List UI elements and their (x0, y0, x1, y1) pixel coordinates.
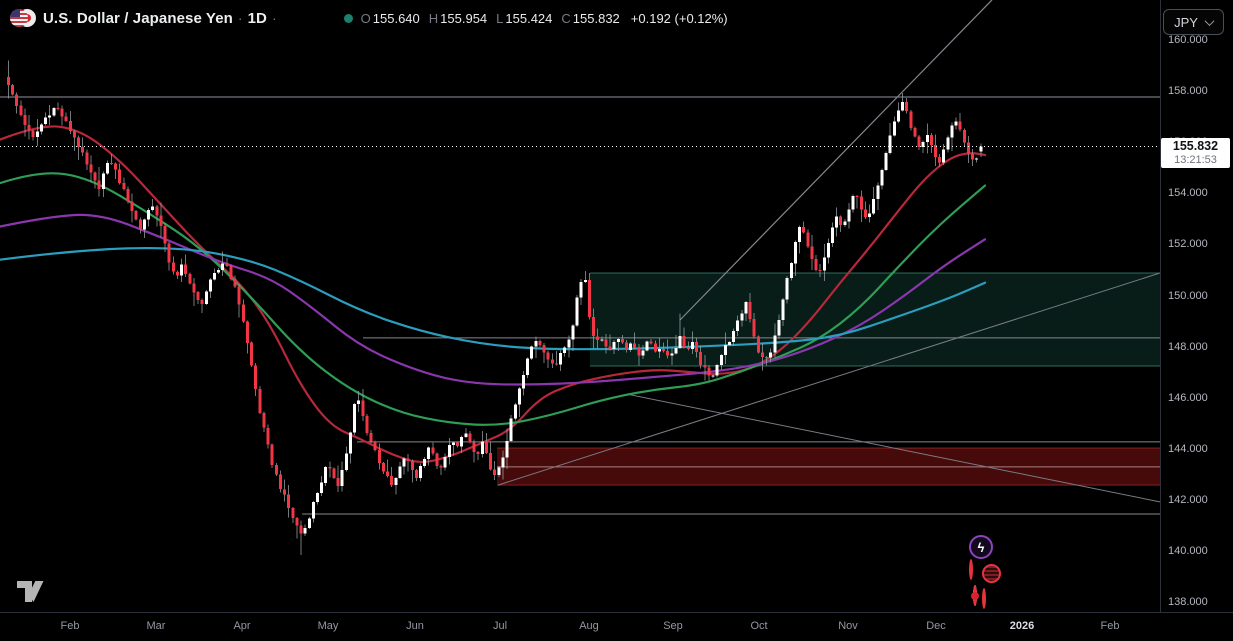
time-tick-label: 2026 (1009, 620, 1035, 632)
open-label: O (360, 10, 371, 26)
time-tick-label: Jul (492, 620, 508, 632)
supply-zone-teal (590, 273, 1160, 366)
market-status-dot[interactable] (343, 13, 353, 23)
current-price-value: 155.832 (1172, 139, 1219, 153)
open-value: 155.640 (372, 10, 420, 26)
time-tick-label: Mar (146, 620, 166, 632)
back-flag-icon (982, 564, 1001, 583)
time-tick-label: May (317, 620, 339, 632)
price-tick-label: 140.000 (1168, 545, 1208, 557)
price-axis[interactable]: 160.000158.000156.000154.000152.000150.0… (1160, 0, 1233, 612)
separator-dot: · (271, 10, 277, 26)
close-label: C (561, 10, 571, 26)
time-tick-label: Oct (750, 620, 768, 632)
candles-layer (7, 60, 983, 555)
low-label: L (496, 10, 504, 26)
time-tick-label: Feb (60, 620, 80, 632)
trend-lines-layer[interactable] (497, 0, 1160, 503)
tradingview-logo[interactable] (17, 581, 47, 602)
us-flag-marker-icon[interactable] (969, 559, 973, 580)
price-tick-label: 148.000 (1168, 341, 1208, 353)
lightning-glyph: ϟ (977, 539, 985, 555)
price-tick-label: 146.000 (1168, 392, 1208, 404)
time-axis[interactable]: Feb Mar Apr May Jun Jul Aug Sep Oct Nov Dec 2026 Feb (0, 612, 1233, 641)
symbol-header: U.S. Dollar / Japanese Yen · 1D · O 155.6… (10, 7, 728, 29)
time-tick-label: Feb (1100, 620, 1120, 632)
time-tick-label: Apr (233, 620, 251, 632)
ma-slowest-cyan (0, 246, 987, 351)
price-change: +0.192 (+0.12%) (630, 10, 728, 26)
price-chart-pane[interactable] (0, 0, 1160, 612)
usdjpy-pair-flags-icon[interactable] (10, 9, 36, 27)
price-tick-label: 152.000 (1168, 238, 1208, 250)
current-price-label[interactable]: 155.832 13:21:53 (1161, 138, 1230, 168)
bar-countdown: 13:21:53 (1174, 154, 1217, 166)
time-tick-label: Nov (838, 620, 858, 632)
time-tick-label: Jun (406, 620, 424, 632)
high-label: H (428, 10, 439, 26)
price-tick-label: 150.000 (1168, 290, 1208, 302)
back-flag-icon (982, 588, 986, 609)
price-tick-label: 144.000 (1168, 443, 1208, 455)
steep-uptrend-line (679, 0, 993, 321)
ma-medium-green (0, 172, 987, 426)
low-value: 155.424 (505, 10, 553, 26)
ohlc-readout: O 155.640 H 155.954 L 155.424 C 155.832 (361, 11, 629, 26)
interval-label[interactable]: 1D (247, 9, 267, 27)
japan-flag-marker-icon[interactable] (973, 585, 977, 606)
price-tick-label: 142.000 (1168, 494, 1208, 506)
close-value: 155.832 (572, 10, 620, 26)
descending-line (626, 393, 1160, 503)
ma-slow-purple (0, 213, 987, 386)
time-tick-label: Dec (926, 620, 946, 632)
symbol-title[interactable]: U.S. Dollar / Japanese Yen (43, 9, 233, 27)
ascending-support-line (497, 272, 1160, 486)
price-tick-label: 138.000 (1168, 596, 1208, 608)
high-value: 155.954 (440, 10, 488, 26)
time-tick-label: Sep (663, 620, 683, 632)
separator-dot: · (237, 10, 243, 26)
price-tick-label: 160.000 (1168, 34, 1208, 46)
lightning-marker-icon[interactable]: ϟ (969, 535, 993, 559)
chevron-down-icon (1204, 15, 1215, 26)
currency-selector-value: JPY (1174, 14, 1198, 30)
currency-selector[interactable]: JPY (1163, 9, 1224, 35)
time-tick-label: Aug (579, 620, 599, 632)
price-tick-label: 154.000 (1168, 187, 1208, 199)
price-tick-label: 158.000 (1168, 85, 1208, 97)
horizontal-lines-layer[interactable] (0, 96, 1160, 515)
chart-markers: ϟ (969, 535, 1011, 613)
